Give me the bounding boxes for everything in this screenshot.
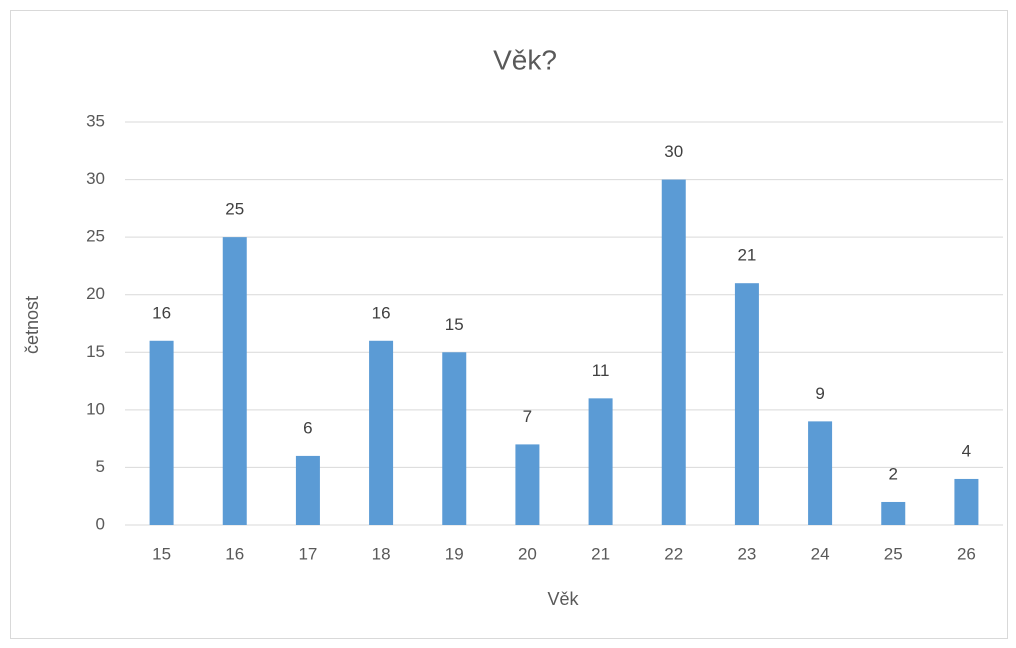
- data-label: 21: [737, 246, 756, 265]
- y-tick-label: 10: [86, 399, 105, 418]
- bar: [442, 352, 467, 525]
- x-tick-label: 22: [664, 544, 683, 563]
- y-tick-label: 5: [96, 457, 105, 476]
- bar: [734, 283, 759, 525]
- bar: [881, 501, 906, 525]
- y-axis-label: četnost: [22, 296, 42, 354]
- chart-border: [10, 10, 1008, 639]
- data-label: 11: [592, 361, 610, 380]
- bar: [954, 478, 979, 525]
- x-tick-label: 17: [298, 544, 317, 563]
- x-tick-label: 20: [518, 544, 537, 563]
- x-tick-label: 15: [152, 544, 171, 563]
- x-tick-label: 23: [737, 544, 756, 563]
- x-tick-label: 25: [884, 544, 903, 563]
- y-tick-label: 20: [86, 284, 105, 303]
- data-label: 16: [152, 303, 171, 322]
- chart-title: Věk?: [493, 44, 557, 75]
- data-label: 25: [225, 200, 244, 219]
- x-tick-label: 16: [225, 544, 244, 563]
- data-label: 16: [372, 303, 391, 322]
- bar: [588, 398, 613, 525]
- y-tick-label: 15: [86, 342, 105, 361]
- y-tick-label: 30: [86, 169, 105, 188]
- data-label: 7: [523, 407, 532, 426]
- bar: [369, 340, 394, 525]
- bar: [515, 444, 540, 525]
- y-tick-label: 0: [96, 514, 105, 533]
- x-tick-label: 18: [372, 544, 391, 563]
- bar: [661, 179, 686, 526]
- x-tick-label: 24: [811, 544, 830, 563]
- x-tick-label: 19: [445, 544, 464, 563]
- x-tick-label: 26: [957, 544, 976, 563]
- bar: [808, 421, 833, 525]
- data-label: 2: [889, 464, 898, 483]
- y-tick-label: 25: [86, 227, 105, 246]
- bar: [222, 237, 247, 525]
- data-label: 9: [815, 384, 824, 403]
- bar: [295, 455, 320, 525]
- y-tick-label: 35: [86, 111, 105, 130]
- bar: [149, 340, 174, 525]
- x-tick-label: 21: [591, 544, 610, 563]
- data-label: 4: [962, 441, 971, 460]
- data-label: 15: [445, 315, 464, 334]
- data-label: 6: [303, 418, 312, 437]
- data-label: 30: [664, 142, 683, 161]
- x-axis-label: Věk: [547, 589, 579, 609]
